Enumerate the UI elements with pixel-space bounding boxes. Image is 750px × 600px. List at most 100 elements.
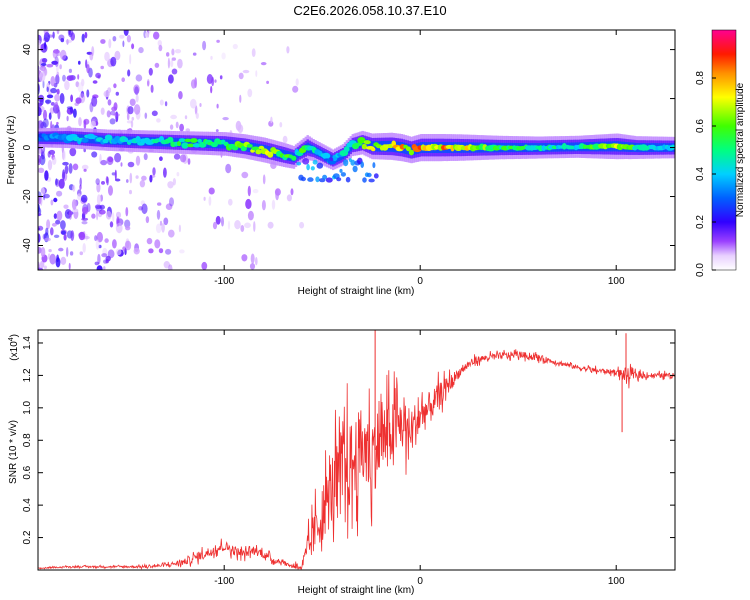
noise-blob [58,247,64,252]
noise-blob [266,80,269,84]
noise-blob [247,88,253,98]
noise-blob [112,239,117,249]
ridge-core-blob [291,155,297,161]
noise-blob [156,209,161,220]
noise-blob [201,261,208,270]
noise-blob [147,80,150,87]
noise-blob [159,220,163,226]
noise-blob [107,156,114,163]
y-tick-label: 1.2 [22,368,33,382]
noise-blob [47,151,51,158]
noise-blob [161,223,165,233]
colorbar-tick-label: 0.2 [695,215,706,229]
noise-blob [68,211,73,216]
y-tick-label: 0.8 [22,433,33,447]
noise-blob [240,225,245,232]
noise-blob [115,211,122,219]
noise-blob [178,224,181,233]
ridge-halo-segment [373,141,376,152]
noise-blob [179,123,185,132]
noise-blob [81,78,85,87]
noise-blob [203,196,206,201]
noise-blob [96,182,101,193]
noise-blob [103,266,106,270]
noise-blob [38,267,43,270]
noise-blob [78,60,81,65]
noise-blob [50,227,54,236]
ridge-core-blob [184,138,192,143]
noise-blob [50,87,57,94]
noise-blob [101,253,108,258]
noise-blob [65,39,73,43]
noise-blob [215,129,219,133]
x-tick-label: 0 [417,276,423,287]
noise-blob [190,98,197,109]
colorbar-tick-label: 0.0 [695,263,706,277]
ridge-core-blob [197,138,202,143]
noise-blob [139,180,146,188]
x-tick-label: 100 [608,276,625,287]
ridge-scatter-blob [339,168,343,173]
noise-blob [107,249,115,259]
noise-blob [245,198,252,210]
noise-blob [108,185,113,196]
noise-blob [234,220,241,230]
ridge-halo-segment [294,151,298,161]
noise-blob [115,178,121,182]
spectrogram-x-axis-label: Height of straight line (km) [298,286,415,297]
noise-blob [55,257,61,268]
noise-blob [199,103,202,107]
noise-blob [168,264,173,270]
noise-blob [59,93,65,104]
noise-blob [228,198,233,206]
y-tick-label: 1.4 [22,336,33,350]
noise-blob [40,44,43,52]
noise-blob [43,30,49,36]
ridge-core-blob [246,144,253,148]
noise-blob [69,251,74,256]
ridge-core-blob [38,136,41,142]
ridge-core-blob [357,137,366,144]
snr-y-axis-label: SNR (10 * v/v) [8,420,19,484]
noise-blob [86,89,90,98]
ridge-scatter-blob [366,172,372,178]
noise-blob [64,80,70,91]
noise-blob [86,51,93,55]
noise-blob [54,101,59,109]
x-tick-label: 0 [417,576,423,587]
ridge-halo-segment [181,138,184,148]
noise-blob [46,63,54,68]
ridge-scatter-blob [350,159,356,166]
noise-blob [45,227,49,236]
noise-blob [42,118,49,128]
noise-blob [154,239,161,249]
ridge-core-blob [135,136,141,143]
noise-blob [164,101,168,107]
noise-blob [38,120,44,130]
noise-blob [107,99,112,106]
noise-blob [295,78,299,86]
noise-blob [101,181,105,185]
noise-blob [38,154,42,166]
noise-blob [75,81,80,88]
noise-blob [133,247,140,255]
colorbar: 0.0 0.2 0.4 0.6 0.8 Normalized spectral ampl… [695,29,746,277]
snr-frame [37,329,676,571]
noise-blob [72,163,79,171]
noise-blob [60,256,67,265]
ridge-core-blob [363,140,371,145]
noise-blob [171,57,176,61]
ridge-scatter-blob [316,162,324,169]
noise-blob [84,31,88,39]
noise-blob [66,247,69,257]
ridge-scatter-blob [329,157,334,162]
ridge-core-blob [405,146,411,152]
noise-blob [56,63,59,73]
noise-blob [50,102,55,106]
ridge-core-blob [187,143,195,148]
noise-blob [46,219,51,230]
ridge-halo-segment [187,138,190,148]
noise-blob [44,170,49,181]
noise-blob [96,194,101,206]
noise-blob [167,57,170,69]
